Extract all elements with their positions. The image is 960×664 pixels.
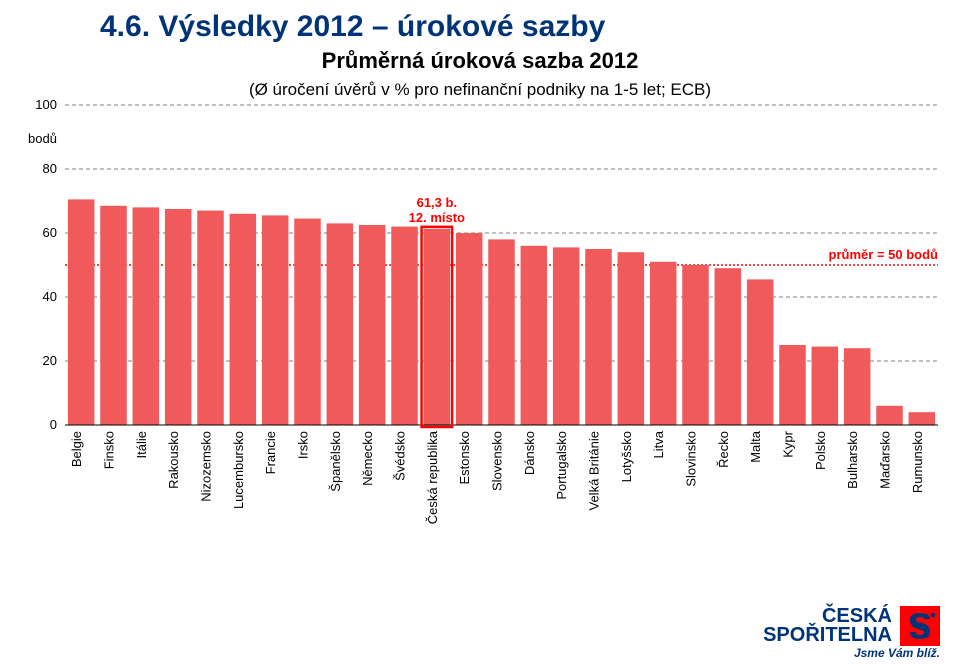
bar [747,279,774,425]
svg-text:61,3 b.: 61,3 b. [417,195,457,210]
svg-text:80: 80 [43,161,57,176]
svg-text:bodů: bodů [28,131,57,146]
bar [779,345,806,425]
s-icon [900,606,940,646]
x-tick-label: Nizozemsko [199,431,214,502]
bar [876,406,903,425]
x-tick-label: Kypr [781,430,796,457]
x-tick-label: Velká Británie [587,431,602,511]
x-tick-label: Irsko [296,431,311,459]
svg-text:60: 60 [43,225,57,240]
bar [294,219,321,425]
x-tick-label: Estonsko [457,431,472,484]
x-tick-label: Rumunsko [910,431,925,493]
svg-text:12. místo: 12. místo [409,210,465,225]
x-tick-label: Německo [360,431,375,486]
x-tick-label: Slovinsko [684,431,699,487]
x-tick-label: Lucembursko [231,431,246,509]
bar [165,209,192,425]
bar [585,249,612,425]
tagline: Jsme Vám blíž. [854,646,940,660]
x-tick-label: Bulharsko [845,431,860,489]
bar [391,227,418,425]
x-tick-label: Maďarsko [878,431,893,489]
bar [844,348,871,425]
svg-text:0: 0 [50,417,57,432]
bar [650,262,677,425]
bar [521,246,548,425]
brand-text: ČESKÁ SPOŘITELNA [763,607,892,645]
bar [327,223,354,425]
bar [359,225,386,425]
svg-text:40: 40 [43,289,57,304]
bar [909,412,936,425]
x-tick-label: Francie [263,431,278,474]
x-tick-label: Rakousko [166,431,181,489]
x-tick-label: Lotyšsko [619,431,634,482]
bar [553,247,580,425]
footer: ČESKÁ SPOŘITELNA Jsme Vám blíž. [763,606,940,660]
x-tick-label: Malta [748,430,763,463]
x-tick-label: Česká republika [425,430,440,524]
bar [100,206,127,425]
bar [133,207,160,425]
brand-line-2: SPOŘITELNA [763,626,892,645]
bar [456,233,483,425]
bar [618,252,645,425]
x-tick-label: Finsko [102,431,117,469]
x-tick-label: Švédsko [393,431,408,481]
slide: 4.6. Výsledky 2012 – úrokové sazby Průmě… [0,0,960,664]
x-tick-label: Polsko [813,431,828,470]
bar [715,268,742,425]
page-title: 4.6. Výsledky 2012 – úrokové sazby [100,10,605,44]
x-tick-label: Belgie [69,431,84,467]
bar [682,265,709,425]
chart-svg: 0 20 40 60 80 100 bodů průměr = 50 bodů 61,3 b.1… [20,95,940,555]
bar [812,347,839,425]
x-tick-label: Litva [651,430,666,458]
x-tick-label: Slovensko [490,431,505,491]
x-tick-label: Španělsko [328,431,343,492]
x-tick-label: Portugalsko [554,431,569,500]
bar [230,214,257,425]
brand-logo: ČESKÁ SPOŘITELNA [763,606,940,646]
svg-text:20: 20 [43,353,57,368]
bar [197,211,224,425]
page-subtitle: Průměrná úroková sazba 2012 [0,48,960,74]
bar [488,239,515,425]
x-tick-label: Itálie [134,431,149,458]
svg-text:průměr = 50 bodů: průměr = 50 bodů [829,247,938,262]
svg-text:100: 100 [35,97,57,112]
bar [262,215,289,425]
x-tick-label: Dánsko [522,431,537,475]
bar [68,199,95,425]
bar-chart: 0 20 40 60 80 100 bodů průměr = 50 bodů 61,3 b.1… [20,95,940,555]
x-tick-label: Řecko [716,431,731,468]
bar [424,229,451,425]
